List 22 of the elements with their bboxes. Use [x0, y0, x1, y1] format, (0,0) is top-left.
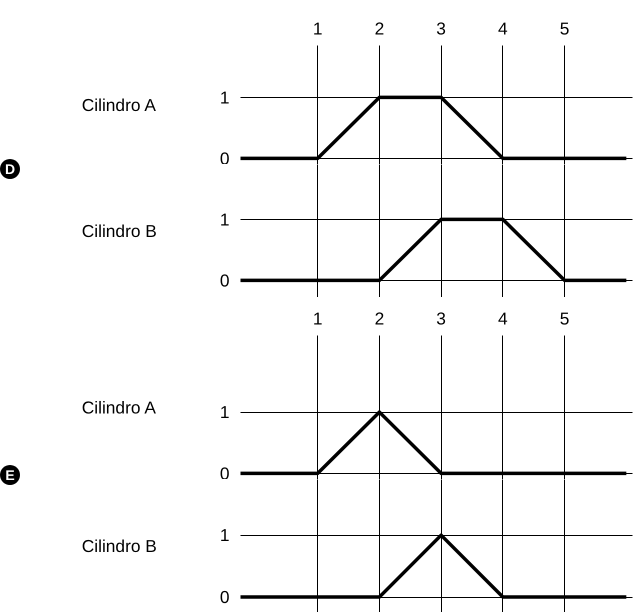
y-axis-title: Cilindro A — [82, 95, 156, 115]
x-tick-label: 5 — [560, 308, 570, 328]
y-tick-label: 1 — [220, 209, 230, 230]
y-axis-title: Cilindro A — [82, 398, 156, 418]
x-tick-label: 2 — [374, 308, 384, 328]
x-tick-label: 3 — [436, 18, 446, 38]
x-tick-label: 4 — [498, 308, 508, 328]
y-tick-label: 0 — [220, 270, 230, 290]
y-tick-label: 0 — [220, 587, 230, 608]
y-tick-label: 1 — [220, 87, 230, 108]
text: D — [0, 158, 20, 178]
x-tick-label: 5 — [560, 18, 570, 38]
x-tick-label: 3 — [436, 308, 446, 328]
x-tick-label: 1 — [312, 18, 322, 38]
y-axis-title: Cilindro B — [82, 536, 157, 556]
x-tick-label: 4 — [498, 18, 508, 38]
text: E — [0, 464, 20, 484]
x-tick-label: 1 — [312, 308, 322, 328]
y-axis-title: Cilindro B — [82, 221, 157, 241]
y-tick-label: 1 — [220, 525, 230, 546]
y-tick-label: 1 — [220, 402, 230, 422]
x-tick-label: 2 — [374, 18, 384, 38]
